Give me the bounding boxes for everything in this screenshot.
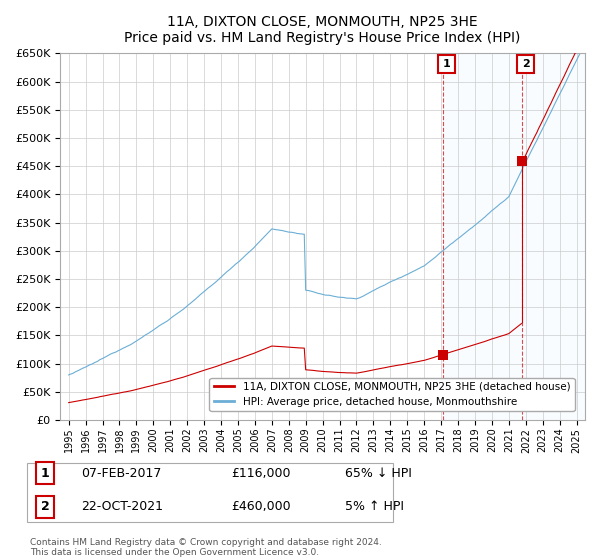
Text: 5% ↑ HPI: 5% ↑ HPI bbox=[345, 500, 404, 514]
Text: 65% ↓ HPI: 65% ↓ HPI bbox=[345, 466, 412, 480]
Text: Contains HM Land Registry data © Crown copyright and database right 2024.
This d: Contains HM Land Registry data © Crown c… bbox=[30, 538, 382, 557]
Text: £116,000: £116,000 bbox=[231, 466, 290, 480]
Text: £460,000: £460,000 bbox=[231, 500, 290, 514]
Legend: 11A, DIXTON CLOSE, MONMOUTH, NP25 3HE (detached house), HPI: Average price, deta: 11A, DIXTON CLOSE, MONMOUTH, NP25 3HE (d… bbox=[209, 377, 575, 411]
Text: 22-OCT-2021: 22-OCT-2021 bbox=[81, 500, 163, 514]
Bar bbox=[443, 53, 585, 420]
Text: 2: 2 bbox=[41, 500, 49, 514]
Title: 11A, DIXTON CLOSE, MONMOUTH, NP25 3HE
Price paid vs. HM Land Registry's House Pr: 11A, DIXTON CLOSE, MONMOUTH, NP25 3HE Pr… bbox=[124, 15, 521, 45]
Text: 2: 2 bbox=[522, 59, 530, 69]
Text: 1: 1 bbox=[41, 466, 49, 480]
Text: 07-FEB-2017: 07-FEB-2017 bbox=[81, 466, 161, 480]
Text: 1: 1 bbox=[442, 59, 450, 69]
